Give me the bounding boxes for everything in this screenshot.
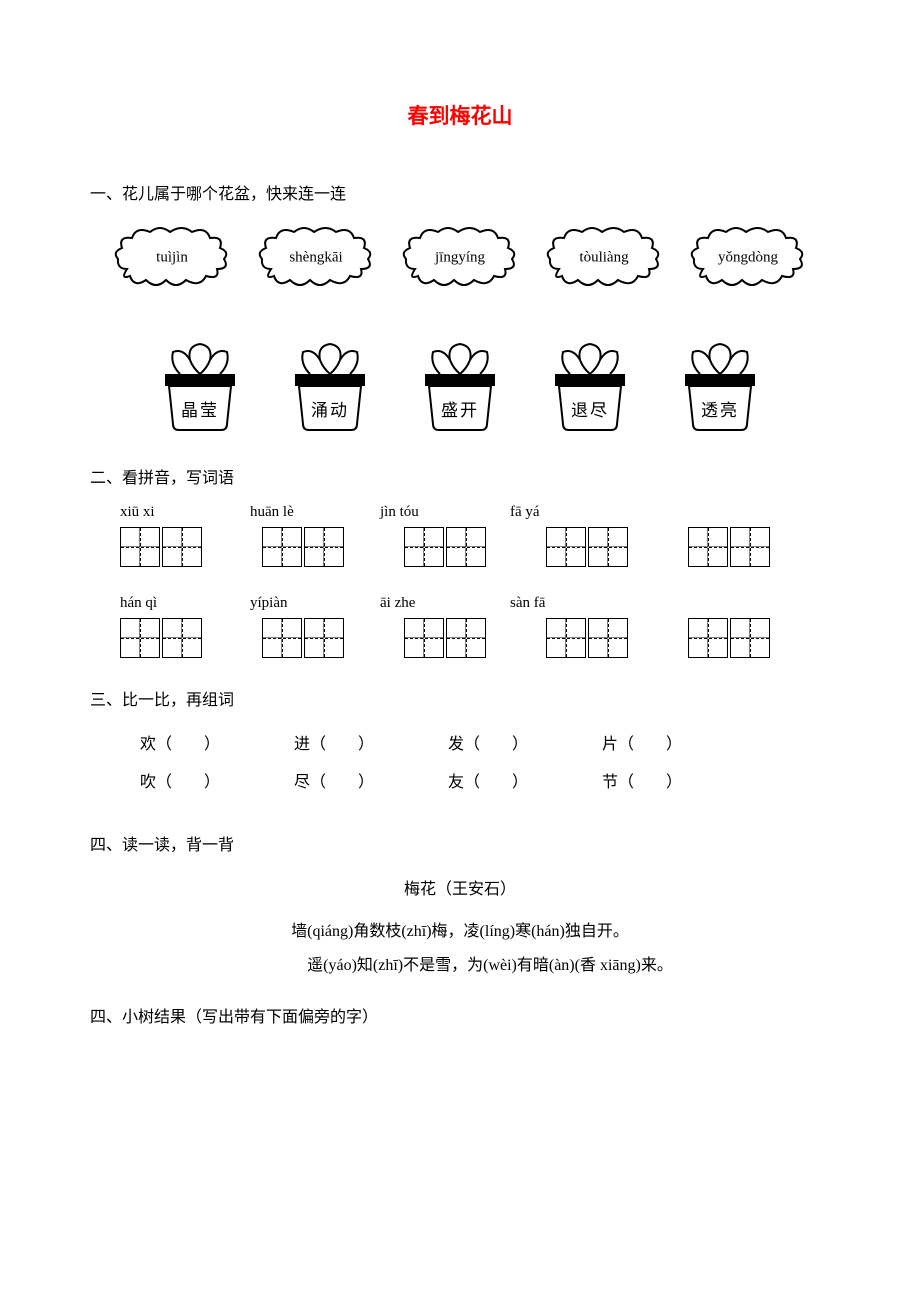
- tian-zi-ge-box: [162, 618, 202, 658]
- compare-row: 欢（ ） 进（ ） 发（ ） 片（ ）: [140, 726, 830, 764]
- pot-item: 涌动: [285, 334, 375, 434]
- tian-zi-ge-box: [404, 618, 444, 658]
- compare-row: 吹（ ） 尽（ ） 友（ ） 节（ ）: [140, 764, 830, 802]
- pinyin-label: hán qì: [120, 595, 200, 612]
- compare-char: 吹: [140, 774, 156, 791]
- tian-zi-ge-box: [546, 527, 586, 567]
- poem-title: 梅花（王安石）: [90, 875, 830, 899]
- compare-item: 吹（ ）: [140, 764, 290, 802]
- pot-text: 涌动: [311, 396, 349, 421]
- box-pair: [120, 527, 202, 567]
- poem-line-1: 墙(qiáng)角数枝(zhī)梅，凌(líng)寒(hán)独自开。: [90, 917, 830, 941]
- cloud-text: jīngyíng: [435, 250, 485, 267]
- cloud-text: tuìjìn: [156, 250, 188, 267]
- cloud-item: shèngkāi: [256, 224, 376, 294]
- box-pair: [546, 527, 628, 567]
- pots-row: 晶莹 涌动 盛开: [90, 334, 830, 434]
- pinyin-block: xiū xi huān lè jìn tóu fā yá hán qì yípi…: [120, 504, 830, 658]
- tian-zi-ge-box: [162, 527, 202, 567]
- tian-zi-ge-box: [446, 527, 486, 567]
- section3-heading: 三、比一比，再组词: [90, 686, 830, 710]
- tian-zi-ge-box: [730, 618, 770, 658]
- pot-text: 晶莹: [181, 396, 219, 421]
- compare-char: 欢: [140, 736, 156, 753]
- cloud-text: yǒngdòng: [718, 250, 778, 267]
- section4-heading: 四、读一读，背一背: [90, 831, 830, 855]
- pinyin-label: fā yá: [510, 504, 590, 521]
- box-pair: [262, 527, 344, 567]
- box-pair: [404, 618, 486, 658]
- compare-char: 进: [294, 736, 310, 753]
- cloud-text: shèngkāi: [289, 250, 342, 267]
- tian-zi-ge-box: [120, 618, 160, 658]
- pot-item: 盛开: [415, 334, 505, 434]
- pinyin-label: xiū xi: [120, 504, 200, 521]
- compare-item: 进（ ）: [294, 726, 444, 764]
- tian-zi-ge-box: [120, 527, 160, 567]
- compare-item: 欢（ ）: [140, 726, 290, 764]
- tian-zi-ge-box: [688, 618, 728, 658]
- pot-text: 透亮: [701, 396, 739, 421]
- compare-char: 友: [448, 774, 464, 791]
- compare-block: 欢（ ） 进（ ） 发（ ） 片（ ） 吹（ ） 尽（ ） 友（ ） 节（ ）: [140, 726, 830, 803]
- pot-item: 透亮: [675, 334, 765, 434]
- page-title: 春到梅花山: [90, 100, 830, 130]
- tian-zi-ge-box: [404, 527, 444, 567]
- section2-heading: 二、看拼音，写词语: [90, 464, 830, 488]
- tian-zi-ge-box: [688, 527, 728, 567]
- compare-item: 发（ ）: [448, 726, 598, 764]
- pinyin-row: hán qì yípiàn āi zhe sàn fā: [120, 595, 830, 612]
- box-pair: [262, 618, 344, 658]
- box-pair: [688, 618, 770, 658]
- compare-item: 友（ ）: [448, 764, 598, 802]
- section5-heading: 四、小树结果（写出带有下面偏旁的字）: [90, 1003, 830, 1027]
- compare-char: 节: [602, 774, 618, 791]
- boxes-row: [120, 618, 830, 658]
- tian-zi-ge-box: [262, 527, 302, 567]
- boxes-row: [120, 527, 830, 567]
- pinyin-label: sàn fā: [510, 595, 590, 612]
- compare-item: 片（ ）: [602, 726, 752, 764]
- compare-char: 尽: [294, 774, 310, 791]
- tian-zi-ge-box: [262, 618, 302, 658]
- cloud-item: tòuliàng: [544, 224, 664, 294]
- tian-zi-ge-box: [304, 618, 344, 658]
- pot-item: 晶莹: [155, 334, 245, 434]
- pot-text: 退尽: [571, 396, 609, 421]
- box-pair: [120, 618, 202, 658]
- cloud-item: yǒngdòng: [688, 224, 808, 294]
- compare-char: 发: [448, 736, 464, 753]
- worksheet-page: 春到梅花山 一、花儿属于哪个花盆，快来连一连 tuìjìn shèngkāi j…: [0, 0, 920, 1103]
- compare-item: 节（ ）: [602, 764, 752, 802]
- compare-char: 片: [602, 736, 618, 753]
- cloud-item: jīngyíng: [400, 224, 520, 294]
- pinyin-label: yípiàn: [250, 595, 330, 612]
- box-pair: [404, 527, 486, 567]
- box-pair: [688, 527, 770, 567]
- tian-zi-ge-box: [588, 618, 628, 658]
- tian-zi-ge-box: [730, 527, 770, 567]
- cloud-text: tòuliàng: [579, 250, 628, 267]
- cloud-item: tuìjìn: [112, 224, 232, 294]
- box-pair: [546, 618, 628, 658]
- section1-heading: 一、花儿属于哪个花盆，快来连一连: [90, 180, 830, 204]
- compare-item: 尽（ ）: [294, 764, 444, 802]
- tian-zi-ge-box: [446, 618, 486, 658]
- poem-line-2: 遥(yáo)知(zhī)不是雪，为(wèi)有暗(àn)(香 xiāng)来。: [90, 951, 830, 975]
- tian-zi-ge-box: [546, 618, 586, 658]
- pot-item: 退尽: [545, 334, 635, 434]
- pinyin-label: huān lè: [250, 504, 330, 521]
- tian-zi-ge-box: [304, 527, 344, 567]
- pinyin-row: xiū xi huān lè jìn tóu fā yá: [120, 504, 830, 521]
- pinyin-label: āi zhe: [380, 595, 460, 612]
- clouds-row: tuìjìn shèngkāi jīngyíng tòuliàng yǒngdò…: [90, 224, 830, 294]
- pinyin-label: jìn tóu: [380, 504, 460, 521]
- pot-text: 盛开: [441, 396, 479, 421]
- tian-zi-ge-box: [588, 527, 628, 567]
